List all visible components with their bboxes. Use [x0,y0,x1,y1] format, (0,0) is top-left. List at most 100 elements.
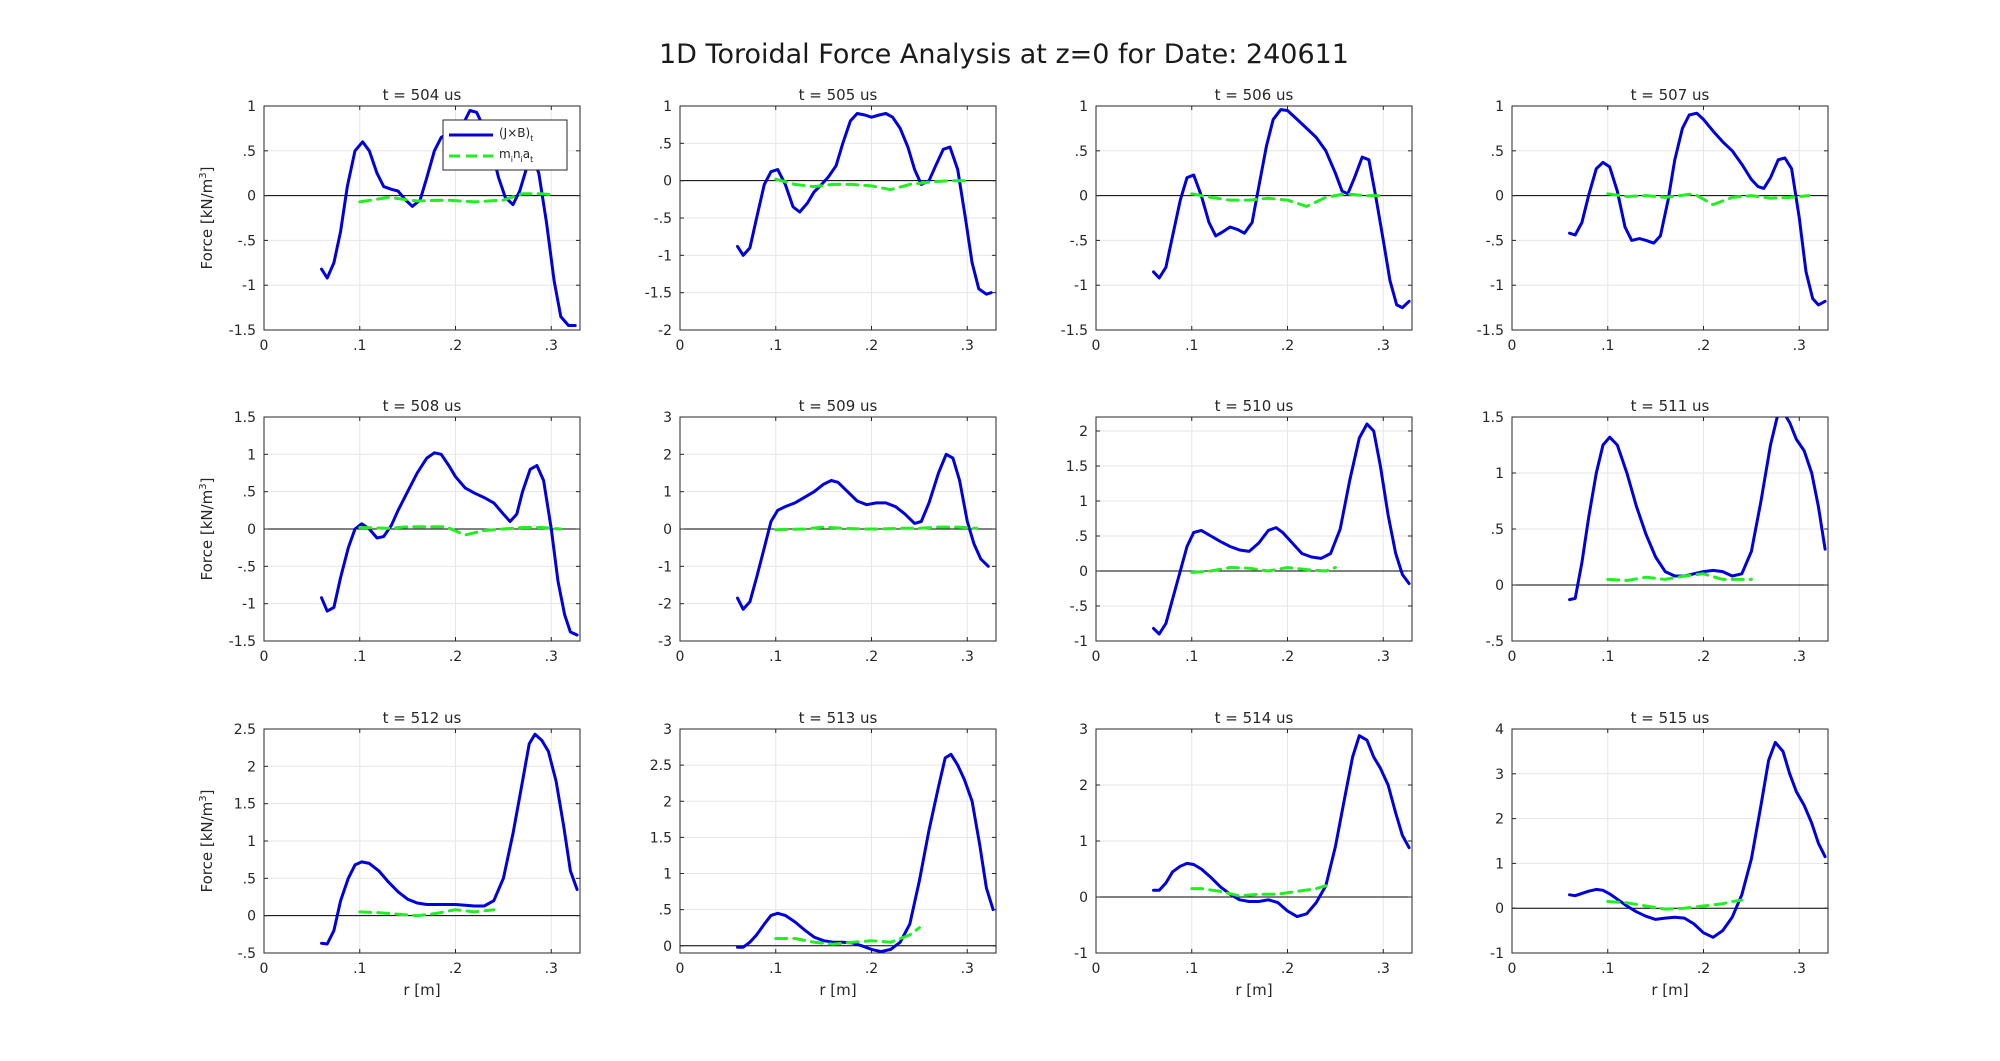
y-tick-label: 1 [247,99,256,115]
y-tick-label: -1.5 [645,286,672,302]
x-tick-label: .1 [1601,649,1614,665]
panel-2: 0 .1 .2 .3 -1.5 -1 -.5 0 .5 1 t = 506 us [1061,86,1413,354]
y-tick-label: -.5 [238,946,256,962]
panel-title: t = 511 us [1631,397,1710,415]
axes-box [679,105,997,331]
y-axis-label-close: ] [198,477,216,483]
y-tick-label: 4 [1495,722,1504,738]
panel-title: t = 513 us [799,709,878,727]
y-tick-label: -1 [242,597,256,613]
legend-mna-part: i [511,155,513,164]
panel-title: t = 508 us [383,397,462,415]
y-tick-label: 1.5 [1066,459,1088,475]
x-tick-label: 0 [1092,338,1101,354]
x-tick-label: .3 [1793,649,1806,665]
jxb-series-line [1152,422,1411,636]
x-tick-label: .1 [353,649,366,665]
y-tick-label: 2 [663,794,672,810]
y-tick-label: 2.5 [234,722,256,738]
y-tick-label: -1.5 [229,323,256,339]
x-tick-label: .3 [1377,961,1390,977]
mna-series-line [1190,566,1337,574]
x-tick-label: .1 [769,338,782,354]
x-tick-label: 0 [1508,961,1517,977]
y-tick-label: 1.5 [1482,410,1504,426]
y-tick-label: -1 [1074,634,1088,650]
axes-box [1511,105,1829,331]
y-tick-label: -.5 [1070,233,1088,249]
y-axis-label-close: ] [198,789,216,795]
x-tick-label: .3 [961,961,974,977]
x-tick-label: .3 [1377,649,1390,665]
y-tick-label: -1.5 [1061,323,1088,339]
y-tick-label: 0 [247,189,256,205]
y-tick-label: .5 [243,871,256,887]
x-tick-label: .2 [1281,649,1294,665]
y-tick-label: -2 [658,597,672,613]
y-tick-label: 3 [663,722,672,738]
y-tick-label: 2 [1495,812,1504,828]
y-tick-label: 1 [663,99,672,115]
x-tick-label: .1 [1185,961,1198,977]
y-tick-label: -1 [1490,946,1504,962]
panel-title: t = 509 us [799,397,878,415]
y-tick-label: 0 [1495,189,1504,205]
y-axis-label: Force [kN/m3] [198,477,216,580]
x-tick-label: 0 [260,649,269,665]
jxb-series-line [1152,734,1411,919]
panel-title: t = 505 us [799,86,878,104]
axes-box [1511,416,1829,642]
y-axis-label-main: Force [kN/m [198,490,216,581]
x-tick-label: 0 [1092,961,1101,977]
panel-9: 0 .1 .2 .3 0 .5 1 1.5 2 2.5 3 t = 513 us r [m] [650,709,997,999]
x-tick-label: 0 [260,338,269,354]
x-tick-label: .1 [353,961,366,977]
y-tick-label: 1.5 [234,410,256,426]
axes-box [679,416,997,642]
jxb-series-line [1152,108,1411,310]
legend-mna-part: m [499,147,511,161]
x-tick-label: .3 [1377,338,1390,354]
y-tick-label: .5 [1075,529,1088,545]
panel-title: t = 504 us [383,86,462,104]
x-tick-label: .2 [449,961,462,977]
legend-jxb-main: (J×B) [499,126,530,140]
x-tick-label: .1 [769,649,782,665]
legend-mna-part: a [523,147,530,161]
mna-series-line [358,525,563,537]
y-tick-label: 0 [1079,890,1088,906]
x-axis-label: r [m] [403,981,440,999]
y-tick-label: -2 [658,323,672,339]
x-tick-label: .2 [1697,338,1710,354]
x-tick-label: .1 [1601,338,1614,354]
jxb-series-line [1568,111,1827,307]
y-axis-label-sup: 3 [198,172,209,178]
panel-title: t = 510 us [1215,397,1294,415]
x-tick-label: .3 [961,649,974,665]
y-tick-label: .5 [659,903,672,919]
y-tick-label: 0 [1495,901,1504,917]
axes-box [263,416,581,642]
x-tick-label: 0 [676,649,685,665]
panel-title: t = 514 us [1215,709,1294,727]
x-axis-label: r [m] [819,981,856,999]
y-axis-label: Force [kN/m3] [198,789,216,892]
x-tick-label: .3 [545,338,558,354]
y-tick-label: -1 [658,559,672,575]
x-tick-label: .1 [769,961,782,977]
y-tick-label: 1.5 [234,797,256,813]
y-axis-label-main: Force [kN/m [198,802,216,893]
y-tick-label: 1 [663,867,672,883]
x-tick-label: .3 [1793,338,1806,354]
panel-title: t = 512 us [383,709,462,727]
x-tick-label: 0 [1092,649,1101,665]
y-axis-label-close: ] [198,166,216,172]
y-tick-label: -1 [658,248,672,264]
y-tick-label: -.5 [238,233,256,249]
y-tick-label: 0 [663,174,672,190]
y-tick-label: 1 [1079,99,1088,115]
y-tick-label: 2 [663,447,672,463]
y-tick-label: .5 [1491,144,1504,160]
